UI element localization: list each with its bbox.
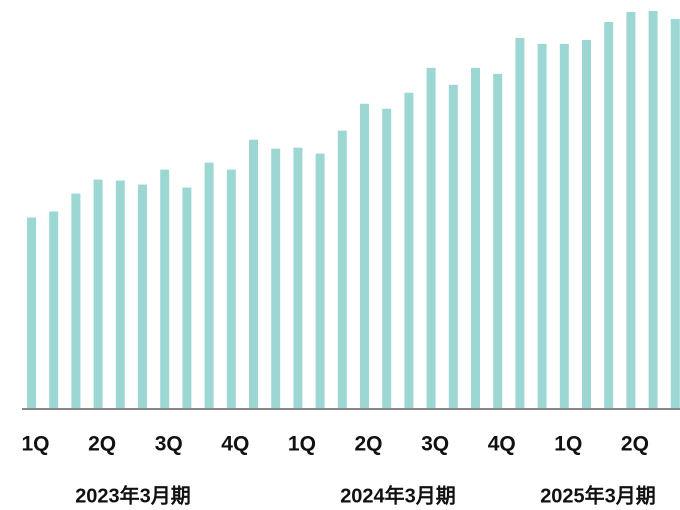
bar bbox=[160, 169, 170, 408]
bar bbox=[360, 103, 369, 408]
bar bbox=[271, 148, 281, 408]
bar bbox=[226, 169, 236, 408]
x-tick-label: 1Q bbox=[288, 433, 316, 456]
bar bbox=[182, 187, 192, 408]
x-tick-label: 4Q bbox=[488, 433, 516, 456]
bar bbox=[315, 153, 325, 408]
bar bbox=[382, 108, 392, 408]
x-tick-label: 4Q bbox=[221, 433, 249, 456]
x-tick-label: 3Q bbox=[421, 433, 449, 456]
bar bbox=[559, 43, 569, 408]
bar bbox=[204, 162, 214, 408]
bar bbox=[27, 217, 36, 408]
x-tick-label: 2Q bbox=[621, 433, 649, 456]
period-label: 2024年3月期 bbox=[340, 483, 456, 507]
bar bbox=[49, 211, 59, 408]
bar bbox=[471, 67, 480, 408]
bar bbox=[138, 184, 147, 408]
period-label: 2025年3月期 bbox=[540, 483, 656, 507]
bar bbox=[93, 179, 103, 408]
bar bbox=[249, 139, 258, 409]
x-tick-label: 1Q bbox=[21, 433, 49, 456]
x-tick-label: 2Q bbox=[88, 433, 116, 456]
bar bbox=[293, 147, 303, 408]
x-tick-label: 3Q bbox=[155, 433, 183, 456]
period-label: 2023年3月期 bbox=[75, 483, 191, 507]
bar bbox=[115, 180, 125, 408]
bar bbox=[582, 39, 591, 409]
bar bbox=[426, 67, 436, 408]
bar bbox=[404, 92, 414, 408]
bar bbox=[71, 193, 81, 408]
bar bbox=[670, 18, 680, 408]
x-tick-label: 2Q bbox=[354, 433, 382, 456]
bar bbox=[626, 11, 636, 409]
bar bbox=[515, 37, 525, 409]
bar bbox=[648, 10, 658, 409]
bar bbox=[337, 130, 347, 408]
bar bbox=[448, 84, 458, 408]
bar bbox=[537, 43, 547, 408]
x-tick-label: 1Q bbox=[554, 433, 582, 456]
bar bbox=[604, 21, 614, 409]
bar bbox=[493, 73, 503, 409]
